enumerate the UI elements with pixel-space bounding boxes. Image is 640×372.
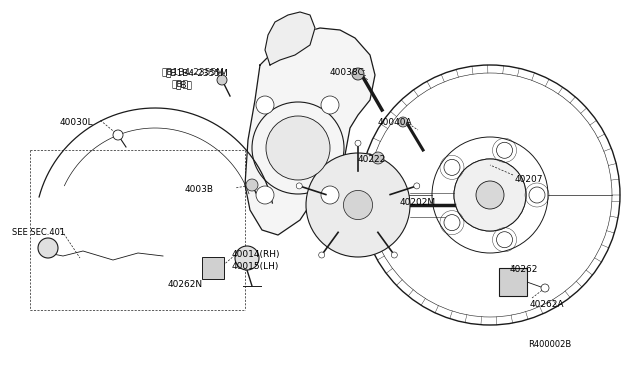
- Circle shape: [529, 187, 545, 203]
- Circle shape: [476, 181, 504, 209]
- Text: 40015(LH): 40015(LH): [232, 262, 280, 271]
- Circle shape: [444, 159, 460, 175]
- Text: 40202M: 40202M: [400, 198, 436, 207]
- Circle shape: [355, 140, 361, 146]
- Text: ⒷB1B4-2355M: ⒷB1B4-2355M: [162, 67, 225, 76]
- Circle shape: [256, 186, 274, 204]
- Circle shape: [38, 238, 58, 258]
- Text: R400002B: R400002B: [528, 340, 572, 349]
- Circle shape: [444, 215, 460, 231]
- Text: 4003B: 4003B: [185, 185, 214, 194]
- Circle shape: [372, 152, 384, 164]
- Text: 40262: 40262: [510, 265, 538, 274]
- Polygon shape: [265, 12, 315, 65]
- Circle shape: [319, 252, 324, 258]
- Circle shape: [296, 183, 302, 189]
- Circle shape: [541, 284, 549, 292]
- Text: （B）: （B）: [175, 80, 192, 89]
- Circle shape: [256, 96, 274, 114]
- Text: （B）: （B）: [172, 79, 189, 88]
- Text: SEE SEC.401: SEE SEC.401: [12, 228, 65, 237]
- Circle shape: [321, 96, 339, 114]
- Text: 40040A: 40040A: [378, 118, 413, 127]
- Circle shape: [414, 183, 420, 189]
- Circle shape: [352, 68, 364, 80]
- Polygon shape: [245, 28, 375, 235]
- Text: ⒷB1B4-2355M: ⒷB1B4-2355M: [165, 68, 228, 77]
- Circle shape: [235, 246, 259, 270]
- Text: 40014(RH): 40014(RH): [232, 250, 280, 259]
- Circle shape: [398, 117, 408, 127]
- Circle shape: [321, 186, 339, 204]
- Circle shape: [113, 130, 123, 140]
- Circle shape: [391, 252, 397, 258]
- FancyBboxPatch shape: [499, 268, 527, 296]
- Circle shape: [497, 232, 513, 248]
- Text: 40207: 40207: [515, 175, 543, 184]
- Circle shape: [306, 153, 410, 257]
- Text: 40030L: 40030L: [60, 118, 93, 127]
- Circle shape: [266, 116, 330, 180]
- Circle shape: [217, 75, 227, 85]
- Circle shape: [246, 179, 258, 191]
- Circle shape: [497, 142, 513, 158]
- Text: 40222: 40222: [358, 155, 387, 164]
- Circle shape: [344, 190, 372, 219]
- Text: 40262A: 40262A: [530, 300, 564, 309]
- Text: 40262N: 40262N: [168, 280, 203, 289]
- Circle shape: [454, 159, 526, 231]
- FancyBboxPatch shape: [202, 257, 224, 279]
- Text: 40038C: 40038C: [330, 68, 365, 77]
